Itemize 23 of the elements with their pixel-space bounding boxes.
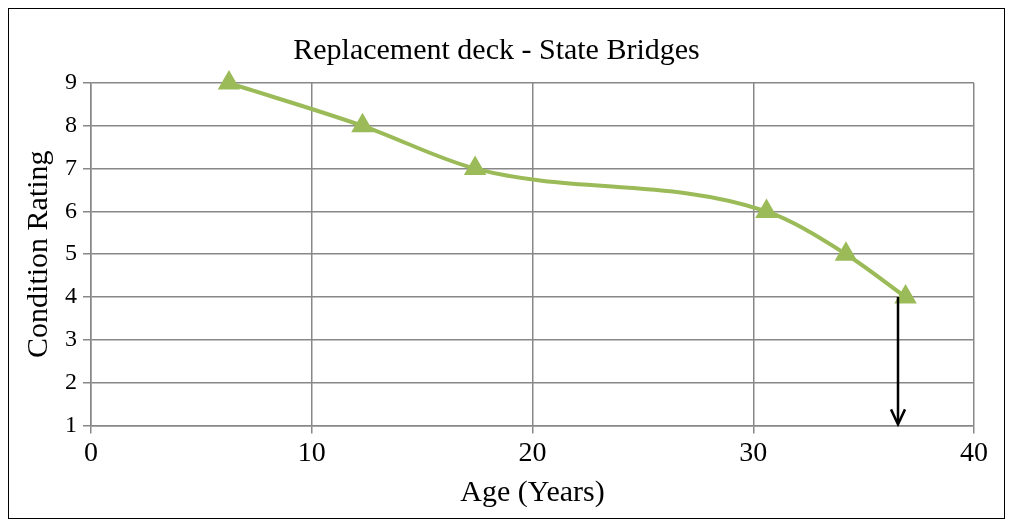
point	[219, 72, 239, 90]
point	[464, 155, 487, 176]
x-tick-label: 40	[960, 435, 988, 467]
y-tick-label: 7	[65, 153, 77, 180]
point	[351, 112, 374, 133]
x-tick-label: 20	[518, 435, 547, 467]
y-tick-label: 5	[65, 239, 77, 266]
y-axis-title: Condition Rating	[19, 150, 53, 358]
y-tick-label: 8	[65, 111, 77, 138]
x-tick-label: 0	[84, 435, 98, 467]
point	[756, 200, 777, 218]
y-tick-label: 1	[65, 410, 77, 437]
y-tick-label: 6	[65, 196, 77, 223]
point	[836, 243, 856, 261]
chart-title: Replacement deck - State Bridges	[293, 31, 700, 65]
point	[895, 286, 916, 304]
y-tick-label: 2	[65, 367, 77, 394]
x-axis-title: Age (Years)	[460, 473, 605, 508]
y-tick-label: 3	[65, 325, 77, 352]
x-tick-label: 30	[739, 435, 768, 467]
y-tick-label: 9	[65, 68, 77, 95]
x-tick-label: 10	[297, 435, 326, 467]
y-tick-label: 4	[65, 282, 77, 309]
